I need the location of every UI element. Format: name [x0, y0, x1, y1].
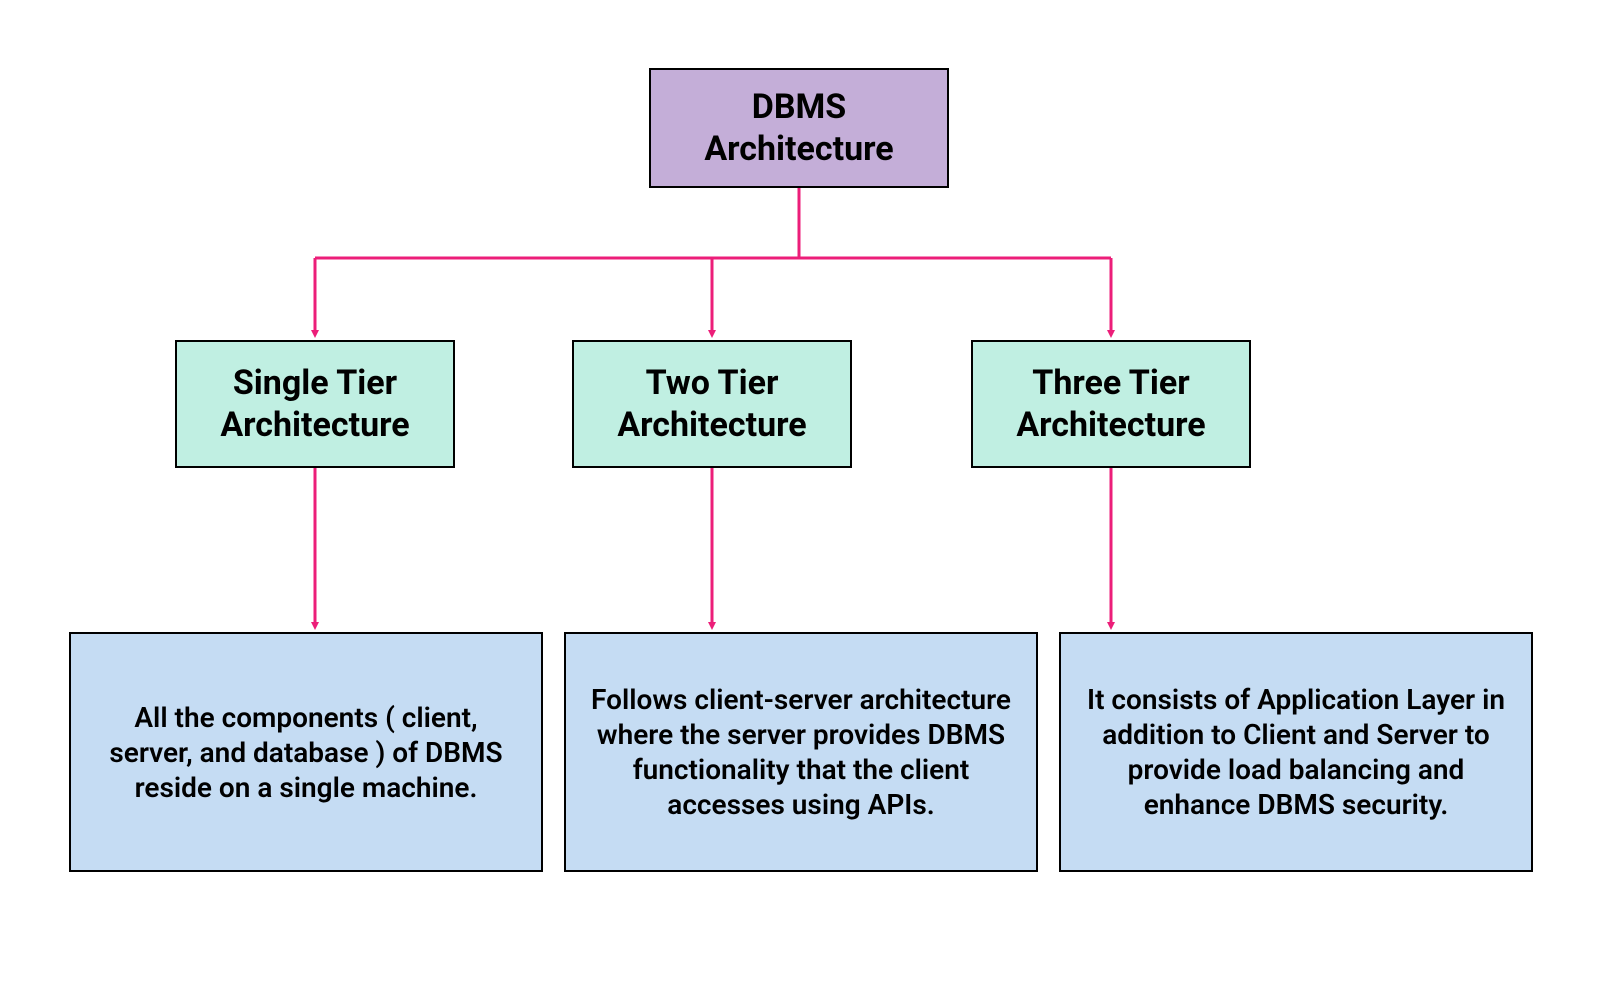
tier-node-two: Two TierArchitecture	[572, 340, 852, 468]
desc-text: It consists of Application Layer in addi…	[1083, 682, 1509, 822]
tier-node-single: Single TierArchitecture	[175, 340, 455, 468]
root-node: DBMSArchitecture	[649, 68, 949, 188]
desc-node-single: All the components ( client, server, and…	[69, 632, 543, 872]
desc-node-two: Follows client-server architecture where…	[564, 632, 1038, 872]
tier-node-three: Three TierArchitecture	[971, 340, 1251, 468]
tier-label: Three TierArchitecture	[1016, 362, 1205, 447]
desc-text: All the components ( client, server, and…	[93, 700, 519, 805]
desc-text: Follows client-server architecture where…	[588, 682, 1014, 822]
root-label: DBMSArchitecture	[704, 86, 893, 171]
tier-label: Two TierArchitecture	[617, 362, 806, 447]
desc-node-three: It consists of Application Layer in addi…	[1059, 632, 1533, 872]
tier-label: Single TierArchitecture	[220, 362, 409, 447]
